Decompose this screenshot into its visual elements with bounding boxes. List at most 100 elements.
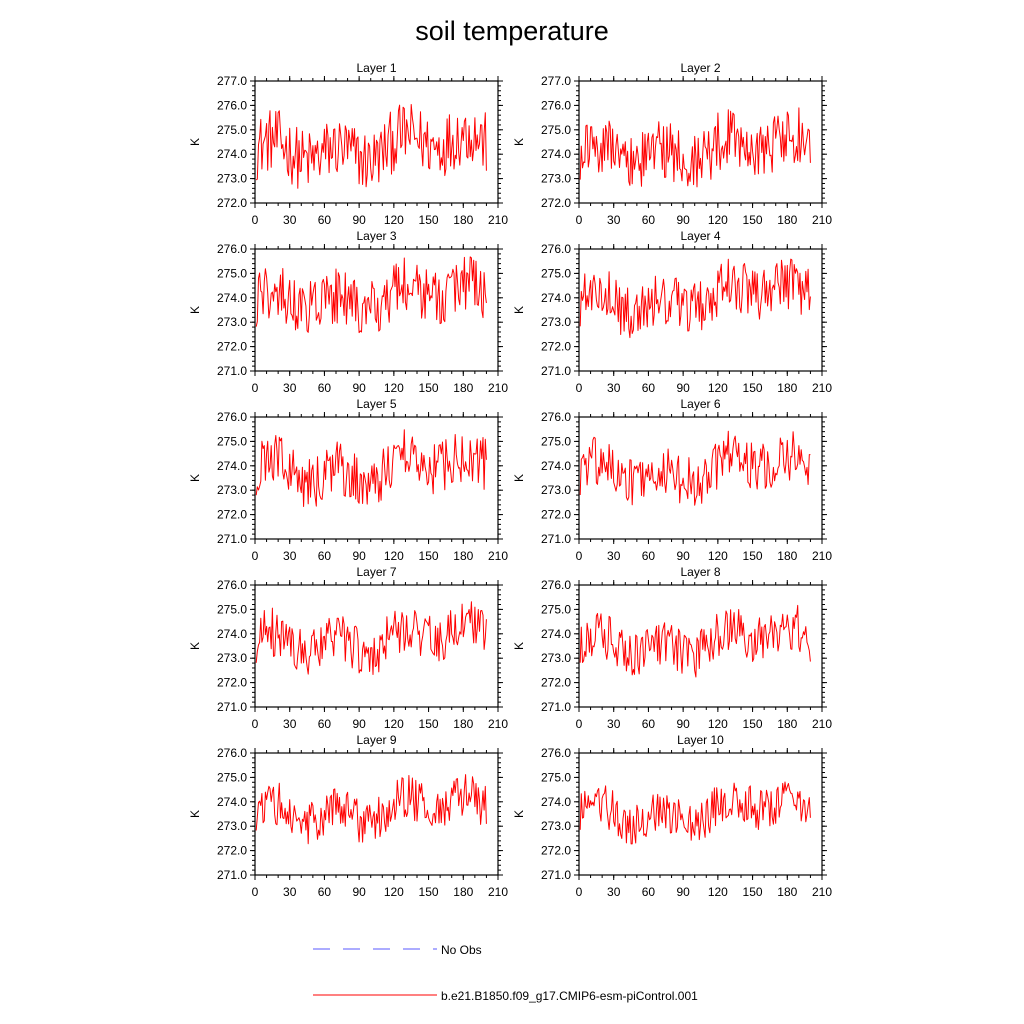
y-axis-label: K — [512, 474, 526, 482]
x-tick-label: 150 — [419, 717, 439, 731]
plot-frame — [578, 248, 823, 372]
y-tick-label: 272.0 — [541, 508, 571, 522]
x-tick-label: 30 — [283, 717, 297, 731]
y-tick-label: 271.0 — [541, 700, 571, 714]
figure-title: soil temperature — [415, 16, 609, 46]
y-tick-label: 275.0 — [541, 602, 571, 616]
panel-layer-3: Layer 3 K 271.0 272.0 273.0 274.0 275.0 276.0 0 3… — [188, 229, 508, 395]
y-tick-label: 274.0 — [217, 291, 247, 305]
y-tick-label: 272.0 — [541, 676, 571, 690]
x-tick-label: 180 — [453, 549, 473, 563]
x-tick-label: 180 — [777, 213, 797, 227]
panel-title: Layer 3 — [356, 229, 396, 243]
x-tick-label: 60 — [318, 885, 332, 899]
x-tick-label: 120 — [708, 885, 728, 899]
x-tick-label: 30 — [283, 885, 297, 899]
y-tick-label: 276.0 — [541, 410, 571, 424]
x-tick-label: 90 — [352, 717, 366, 731]
x-tick-label: 150 — [743, 549, 763, 563]
x-tick-label: 60 — [318, 213, 332, 227]
x-tick-label: 210 — [488, 549, 508, 563]
plot-frame — [254, 584, 499, 708]
x-tick-label: 150 — [743, 213, 763, 227]
x-tick-label: 150 — [743, 885, 763, 899]
x-tick-label: 90 — [676, 213, 690, 227]
y-tick-label: 274.0 — [541, 627, 571, 641]
plot-frame — [578, 584, 823, 708]
plot-frame — [578, 80, 823, 204]
y-tick-label: 271.0 — [541, 532, 571, 546]
x-tick-label: 30 — [283, 549, 297, 563]
x-tick-label: 210 — [812, 885, 832, 899]
x-tick-label: 60 — [318, 717, 332, 731]
x-tick-label: 210 — [488, 717, 508, 731]
x-tick-label: 90 — [352, 213, 366, 227]
plot-frame — [254, 416, 499, 540]
plot-frame — [254, 752, 499, 876]
y-tick-label: 273.0 — [217, 651, 247, 665]
x-tick-label: 180 — [777, 717, 797, 731]
plot-frame — [578, 416, 823, 540]
x-tick-label: 180 — [777, 381, 797, 395]
x-tick-label: 120 — [708, 549, 728, 563]
x-tick-label: 60 — [642, 381, 656, 395]
legend-no-obs-label: No Obs — [441, 943, 482, 957]
x-tick-label: 180 — [777, 549, 797, 563]
x-tick-label: 120 — [384, 213, 404, 227]
x-tick-label: 30 — [283, 213, 297, 227]
x-tick-label: 180 — [453, 717, 473, 731]
x-tick-label: 0 — [576, 549, 583, 563]
x-tick-label: 30 — [607, 381, 621, 395]
x-tick-label: 0 — [252, 381, 259, 395]
x-tick-label: 90 — [676, 381, 690, 395]
series-line-model — [579, 604, 811, 678]
x-tick-label: 150 — [419, 885, 439, 899]
y-tick-label: 271.0 — [217, 532, 247, 546]
y-tick-label: 276.0 — [217, 242, 247, 256]
x-tick-label: 60 — [642, 885, 656, 899]
x-tick-label: 180 — [453, 213, 473, 227]
x-tick-label: 90 — [676, 885, 690, 899]
x-tick-label: 60 — [642, 549, 656, 563]
y-tick-label: 272.0 — [541, 844, 571, 858]
y-tick-label: 272.0 — [217, 340, 247, 354]
x-tick-label: 60 — [318, 381, 332, 395]
panel-title: Layer 8 — [680, 565, 720, 579]
y-tick-label: 272.0 — [217, 508, 247, 522]
panel-title: Layer 2 — [680, 61, 720, 75]
x-tick-label: 0 — [252, 885, 259, 899]
x-tick-label: 90 — [676, 717, 690, 731]
x-tick-label: 150 — [419, 213, 439, 227]
x-tick-label: 120 — [708, 381, 728, 395]
panel-layer-6: Layer 6 K 271.0 272.0 273.0 274.0 275.0 276.0 0 3… — [512, 397, 832, 563]
x-tick-label: 180 — [453, 381, 473, 395]
y-tick-label: 275.0 — [217, 434, 247, 448]
y-tick-label: 276.0 — [217, 746, 247, 760]
x-tick-label: 30 — [607, 885, 621, 899]
panel-title: Layer 1 — [356, 61, 396, 75]
panel-grid: Layer 1 K 272.0 273.0 274.0 275.0 276.0 277.0 0 3… — [188, 61, 832, 899]
panel-title: Layer 9 — [356, 733, 396, 747]
y-tick-label: 275.0 — [541, 123, 571, 137]
panel-title: Layer 4 — [680, 229, 720, 243]
y-tick-label: 271.0 — [217, 364, 247, 378]
y-tick-label: 273.0 — [541, 651, 571, 665]
y-tick-label: 272.0 — [541, 340, 571, 354]
y-tick-label: 273.0 — [217, 819, 247, 833]
x-tick-label: 90 — [352, 549, 366, 563]
y-tick-label: 272.0 — [217, 196, 247, 210]
y-axis-label: K — [512, 810, 526, 818]
x-tick-label: 0 — [252, 213, 259, 227]
x-tick-label: 120 — [384, 549, 404, 563]
panel-layer-9: Layer 9 K 271.0 272.0 273.0 274.0 275.0 276.0 0 3… — [188, 733, 508, 899]
y-tick-label: 274.0 — [541, 459, 571, 473]
y-axis-label: K — [512, 306, 526, 314]
y-tick-label: 277.0 — [217, 74, 247, 88]
y-tick-label: 273.0 — [541, 819, 571, 833]
y-tick-label: 275.0 — [541, 770, 571, 784]
y-tick-label: 275.0 — [217, 770, 247, 784]
y-tick-label: 276.0 — [217, 98, 247, 112]
y-axis-label: K — [188, 642, 202, 650]
x-tick-label: 0 — [252, 549, 259, 563]
x-tick-label: 30 — [607, 717, 621, 731]
